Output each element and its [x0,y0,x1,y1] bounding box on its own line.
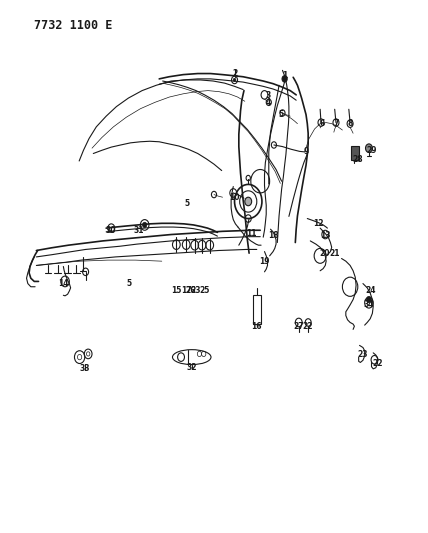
Bar [253,295,261,324]
Text: 17: 17 [181,286,191,295]
Text: 24: 24 [365,286,375,295]
Text: 8: 8 [348,119,353,128]
Text: 23: 23 [358,350,368,359]
Text: 15: 15 [171,286,181,295]
Text: 12: 12 [314,220,324,228]
Text: 3: 3 [265,92,270,100]
Text: 7: 7 [333,119,339,128]
Text: 33: 33 [80,365,90,373]
Text: 29: 29 [366,146,377,155]
Text: 30: 30 [105,226,116,235]
Text: 21: 21 [330,249,340,257]
FancyBboxPatch shape [351,146,359,160]
Text: 19: 19 [259,257,270,265]
Text: 16: 16 [251,322,261,330]
Text: 32: 32 [187,364,197,372]
Text: 28: 28 [352,156,363,164]
Text: 20: 20 [319,249,330,257]
Text: 9: 9 [303,148,309,156]
Text: 5: 5 [185,199,190,208]
Circle shape [282,76,287,82]
Text: 6: 6 [319,119,324,128]
Text: 34: 34 [364,301,374,309]
Text: 22: 22 [372,359,383,368]
Text: 14: 14 [58,279,68,288]
Text: 10: 10 [229,193,240,201]
Text: 1: 1 [282,71,287,80]
Text: 4: 4 [265,98,270,107]
Text: 22: 22 [302,322,312,330]
Circle shape [233,78,236,82]
Text: 13: 13 [320,231,330,240]
Text: 5: 5 [279,110,284,119]
Text: 25: 25 [199,286,210,295]
Circle shape [366,296,372,303]
Circle shape [366,144,372,152]
Text: 7732 1100 E: 7732 1100 E [34,19,113,31]
Text: 27: 27 [294,322,304,330]
Text: 31: 31 [134,226,144,235]
Text: 26: 26 [185,286,196,295]
Text: 23: 23 [191,286,201,295]
Text: 11: 11 [247,229,257,238]
Circle shape [143,222,147,228]
Text: 18: 18 [268,231,278,240]
Circle shape [245,197,252,206]
Text: 5: 5 [127,279,132,288]
Text: 2: 2 [232,69,237,78]
